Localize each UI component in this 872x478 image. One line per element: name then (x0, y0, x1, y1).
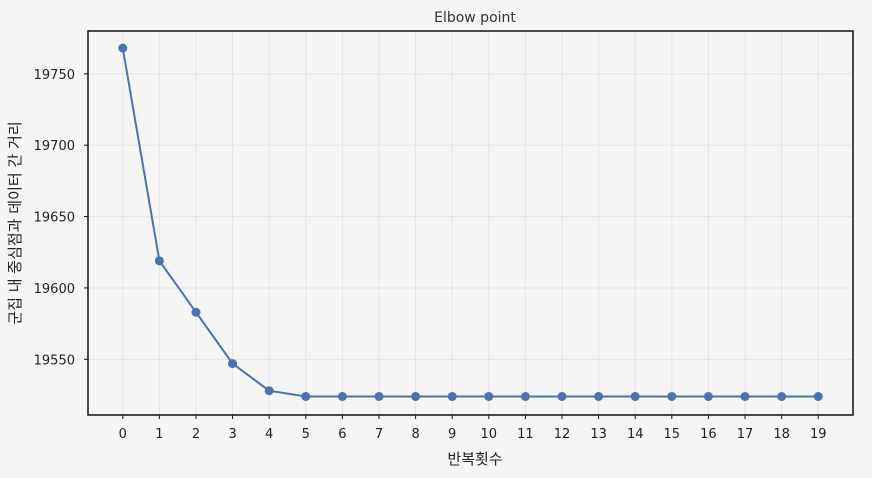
data-point (411, 391, 421, 401)
x-tick-label: 7 (375, 427, 383, 442)
x-tick-label: 10 (481, 427, 498, 442)
data-point (154, 256, 164, 266)
x-tick-label: 14 (627, 427, 644, 442)
data-point (228, 359, 238, 369)
data-point (557, 391, 567, 401)
x-tick-label: 5 (302, 427, 310, 442)
data-point (337, 391, 347, 401)
x-tick-label: 2 (192, 427, 200, 442)
x-tick-label: 8 (411, 427, 419, 442)
data-point (301, 391, 311, 401)
y-tick-label: 19650 (34, 211, 75, 226)
y-axis-ticks: 19550 19600 19650 19700 19750 (34, 68, 88, 368)
data-point (118, 43, 128, 53)
y-tick-label: 19700 (34, 139, 75, 154)
x-tick-label: 12 (554, 427, 571, 442)
data-points (118, 43, 823, 401)
data-point (630, 391, 640, 401)
y-axis-title: 군집 내 중심점과 데이터 간 거리 (6, 121, 24, 324)
chart-title: Elbow point (434, 10, 516, 26)
x-tick-label: 1 (155, 427, 163, 442)
data-point (447, 391, 457, 401)
x-tick-label: 17 (737, 427, 754, 442)
grid (88, 31, 853, 415)
x-tick-label: 3 (228, 427, 236, 442)
x-tick-label: 0 (119, 427, 127, 442)
plot-frame (87, 30, 854, 416)
x-tick-label: 4 (265, 427, 273, 442)
y-tick-label: 19550 (34, 353, 75, 368)
x-tick-label: 18 (773, 427, 790, 442)
x-tick-label: 16 (700, 427, 717, 442)
data-point (264, 386, 274, 396)
x-tick-label: 19 (810, 427, 827, 442)
y-tick-label: 19750 (34, 68, 75, 83)
data-point (594, 391, 604, 401)
x-tick-label: 11 (517, 427, 534, 442)
data-point (667, 391, 677, 401)
x-tick-label: 15 (664, 427, 681, 442)
x-tick-label: 6 (338, 427, 346, 442)
data-point (813, 391, 823, 401)
data-point (191, 307, 201, 317)
x-tick-label: 13 (590, 427, 607, 442)
data-point (520, 391, 530, 401)
x-axis-title: 반복횟수 (447, 450, 502, 468)
data-point (777, 391, 787, 401)
y-tick-label: 19600 (34, 282, 75, 297)
series-line-layer (121, 47, 819, 398)
series-line (121, 47, 819, 398)
data-point (484, 391, 494, 401)
data-point (740, 391, 750, 401)
data-point (703, 391, 713, 401)
x-tick-label: 9 (448, 427, 456, 442)
x-axis-ticks: 0 1 2 3 4 5 6 7 8 9 10 11 12 13 14 15 16 17 18 19 (119, 415, 827, 442)
data-point (374, 391, 384, 401)
